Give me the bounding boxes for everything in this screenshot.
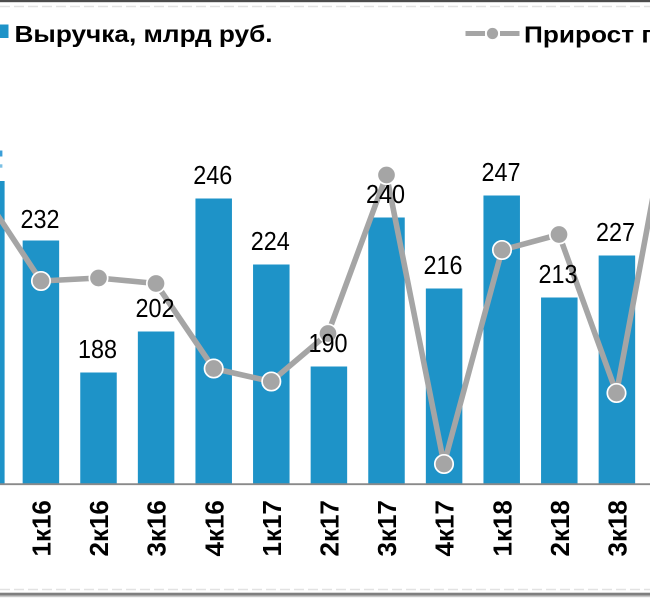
svg-text:202: 202 [135,295,174,323]
svg-text:1к18: 1к18 [487,500,517,556]
svg-text:216: 216 [423,252,462,280]
svg-text:1к16: 1к16 [27,500,57,556]
svg-text:2к17: 2к17 [315,500,345,556]
svg-text:240: 240 [366,181,405,209]
svg-text:227: 227 [596,219,635,247]
svg-text:2к16: 2к16 [84,500,114,556]
svg-text:4к17: 4к17 [430,500,460,556]
svg-text:4к16: 4к16 [199,500,229,556]
svg-text:3к16: 3к16 [142,500,172,556]
svg-text:224: 224 [251,228,290,256]
svg-text:247: 247 [481,159,520,187]
svg-text:1к17: 1к17 [257,500,287,556]
svg-text:Выручка, млрд руб.: Выручка, млрд руб. [15,22,273,47]
svg-text:2к18: 2к18 [545,500,575,556]
svg-text:Прирост г/г, %: Прирост г/г, % [524,23,650,48]
svg-text:3к18: 3к18 [603,500,633,556]
svg-text:188: 188 [78,336,117,364]
svg-text:246: 246 [193,162,232,190]
svg-text:190: 190 [308,330,347,358]
svg-text:232: 232 [20,206,59,234]
svg-text:3к17: 3к17 [372,500,402,556]
svg-text:213: 213 [538,261,577,289]
